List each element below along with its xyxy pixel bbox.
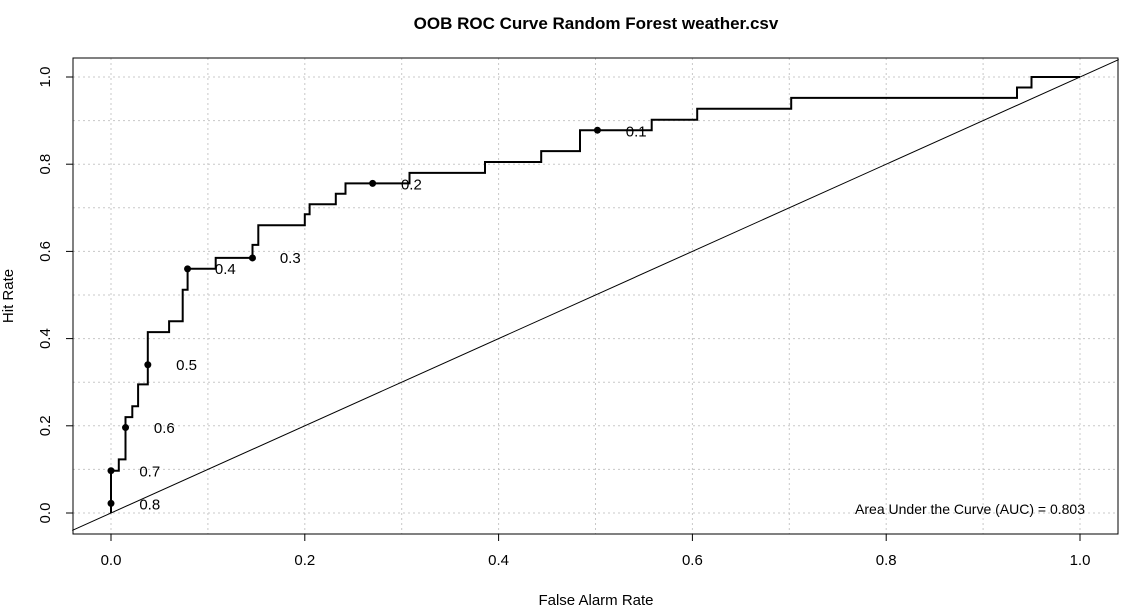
threshold-point	[107, 467, 115, 475]
y-tick-label: 0.0	[37, 503, 54, 524]
threshold-point	[107, 499, 115, 507]
threshold-label: 0.5	[176, 357, 197, 374]
diagonal-line	[72, 59, 1119, 531]
x-tick-label: 1.0	[1070, 552, 1091, 569]
threshold-label: 0.8	[139, 496, 160, 513]
x-tick-label: 0.0	[101, 552, 122, 569]
threshold-label: 0.1	[626, 124, 647, 141]
threshold-label: 0.7	[139, 464, 160, 481]
threshold-label: 0.3	[280, 250, 301, 267]
x-tick-label: 0.8	[876, 552, 897, 569]
threshold-point	[184, 265, 192, 273]
y-tick-label: 0.4	[37, 328, 54, 349]
threshold-points: 0.8 0.7 0.6 0.5 0.4 0.3 0.2 0.1	[107, 124, 647, 513]
grid	[73, 58, 1118, 534]
threshold-label: 0.2	[401, 177, 422, 194]
y-axis-label: Hit Rate	[0, 269, 17, 323]
roc-curve	[110, 76, 1080, 513]
x-axis-label: False Alarm Rate	[538, 592, 653, 607]
threshold-point	[122, 424, 130, 432]
y-tick-label: 0.6	[37, 241, 54, 262]
roc-curve-line	[110, 76, 1080, 513]
threshold-point	[593, 126, 601, 134]
y-axis: 0.0 0.2 0.4 0.6 0.8 1.0	[37, 67, 73, 524]
y-tick-label: 1.0	[37, 67, 54, 88]
threshold-label: 0.4	[215, 261, 236, 278]
threshold-point	[248, 254, 256, 262]
threshold-point	[369, 179, 377, 187]
threshold-point	[144, 361, 152, 369]
auc-annotation: Area Under the Curve (AUC) = 0.803	[855, 501, 1085, 517]
diagonal-reference-line	[72, 59, 1119, 531]
x-tick-label: 0.2	[294, 552, 315, 569]
x-tick-label: 0.6	[682, 552, 703, 569]
y-tick-label: 0.8	[37, 154, 54, 175]
x-tick-label: 0.4	[488, 552, 509, 569]
y-tick-label: 0.2	[37, 415, 54, 436]
threshold-label: 0.6	[154, 420, 175, 437]
plot-frame	[72, 57, 1119, 535]
chart-title: OOB ROC Curve Random Forest weather.csv	[414, 14, 779, 33]
x-axis: 0.0 0.2 0.4 0.6 0.8 1.0	[101, 534, 1091, 569]
